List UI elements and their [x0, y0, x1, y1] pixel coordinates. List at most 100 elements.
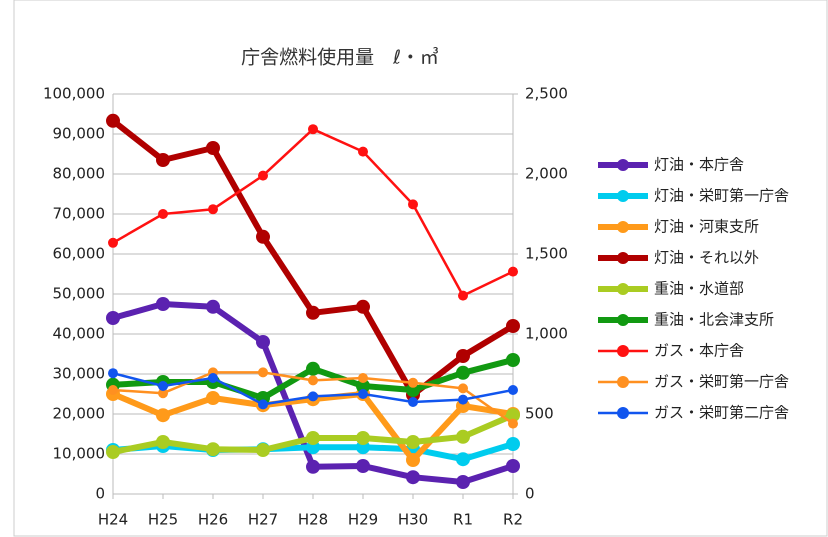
legend-marker: [617, 376, 629, 388]
point: [356, 431, 370, 445]
point: [206, 391, 220, 405]
point: [506, 353, 520, 367]
y2-tick-label: 2,000: [525, 165, 568, 183]
point: [206, 141, 220, 155]
point: [506, 319, 520, 333]
point: [156, 408, 170, 423]
point: [306, 459, 320, 474]
point: [506, 408, 520, 423]
y2-tick-label: 2,500: [525, 85, 568, 103]
point: [406, 470, 420, 485]
legend-label: ガス・栄町第二庁舎: [654, 404, 789, 422]
point: [258, 399, 268, 410]
y-tick-label: 90,000: [53, 125, 106, 143]
chart-title: 庁舎燃料使用量 ℓ・㎥: [241, 47, 439, 69]
point: [356, 459, 370, 473]
legend-marker: [617, 252, 629, 264]
point: [158, 209, 168, 219]
point: [456, 475, 470, 489]
legend-marker: [617, 314, 629, 326]
point: [508, 418, 518, 429]
point: [106, 445, 120, 459]
point: [406, 435, 420, 449]
point: [306, 431, 320, 445]
point: [358, 146, 368, 157]
point: [356, 379, 370, 393]
point: [156, 297, 170, 311]
point: [308, 124, 318, 135]
point: [156, 435, 170, 449]
point: [358, 389, 368, 399]
point: [506, 437, 520, 451]
x-tick-label: H29: [348, 511, 378, 529]
y2-tick-label: 1,000: [525, 325, 568, 343]
y-tick-label: 10,000: [53, 445, 106, 463]
legend-marker: [617, 221, 629, 233]
y-tick-label: 20,000: [53, 405, 106, 423]
point: [458, 290, 468, 301]
y2-tick-label: 0: [525, 485, 535, 503]
y-tick-label: 70,000: [53, 205, 106, 223]
point: [256, 443, 270, 457]
legend-marker: [617, 159, 629, 171]
point: [208, 204, 218, 215]
y-tick-label: 100,000: [43, 85, 105, 103]
point: [456, 452, 470, 467]
y-tick-label: 30,000: [53, 365, 106, 383]
point: [158, 381, 168, 391]
point: [456, 349, 470, 363]
x-tick-label: R2: [503, 511, 523, 529]
point: [508, 385, 518, 395]
point: [208, 373, 218, 383]
point: [508, 266, 518, 277]
point: [358, 373, 368, 383]
point: [106, 311, 120, 325]
point: [206, 299, 220, 314]
y-tick-label: 0: [95, 485, 105, 503]
point: [306, 361, 320, 376]
point: [256, 335, 270, 349]
x-tick-label: H26: [198, 511, 228, 529]
y-tick-label: 40,000: [53, 325, 106, 343]
legend-label: 重油・北会津支所: [654, 311, 774, 329]
legend-marker: [617, 407, 629, 419]
legend-marker: [617, 190, 629, 202]
point: [258, 170, 268, 181]
point: [456, 365, 470, 380]
point: [406, 453, 420, 467]
legend-label: 灯油・それ以外: [654, 249, 759, 267]
y-tick-label: 80,000: [53, 165, 106, 183]
legend-label: 灯油・本庁舎: [654, 156, 744, 174]
x-tick-label: H27: [248, 511, 278, 529]
point: [506, 459, 520, 473]
point: [356, 299, 370, 314]
point: [108, 237, 118, 248]
legend-marker: [617, 283, 629, 295]
y2-tick-label: 1,500: [525, 245, 568, 263]
point: [458, 394, 468, 405]
legend-label: ガス・本庁舎: [654, 342, 744, 360]
point: [108, 385, 118, 395]
legend-marker: [617, 345, 629, 357]
x-tick-label: R1: [453, 511, 473, 529]
y-tick-label: 50,000: [53, 285, 106, 303]
point: [456, 429, 470, 444]
point: [158, 388, 168, 399]
point: [106, 113, 120, 128]
legend-label: 灯油・栄町第一庁舎: [654, 187, 789, 205]
point: [206, 442, 220, 457]
point: [108, 368, 118, 379]
point: [156, 153, 170, 167]
x-tick-label: H30: [398, 511, 428, 529]
x-tick-label: H25: [148, 511, 178, 529]
legend-label: ガス・栄町第一庁舎: [654, 373, 789, 391]
y2-tick-label: 500: [525, 405, 554, 423]
point: [308, 391, 318, 402]
y-tick-label: 60,000: [53, 245, 106, 263]
point: [408, 199, 418, 210]
point: [458, 383, 468, 394]
point: [258, 367, 268, 378]
point: [408, 377, 418, 388]
x-tick-label: H24: [98, 511, 128, 529]
